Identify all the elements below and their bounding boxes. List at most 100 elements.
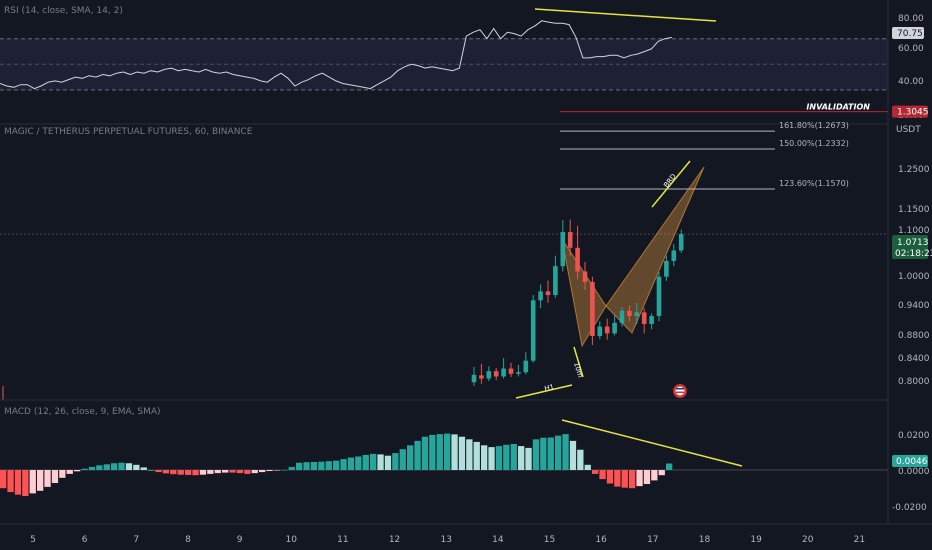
macd-histogram-bar	[88, 466, 96, 470]
macd-histogram-bar	[229, 470, 236, 473]
candlesticks[interactable]	[2, 219, 684, 400]
invalidation-label: INVALIDATION	[806, 103, 870, 112]
candle-body	[634, 312, 640, 317]
macd-histogram-bar	[7, 470, 14, 493]
time-axis-label: 10	[286, 535, 298, 545]
macd-histogram-bar	[259, 470, 266, 473]
macd-pane[interactable]: MACD (12, 26, close, 9, EMA, SMA) 0.0200…	[0, 407, 930, 513]
event-flag-icon[interactable]	[673, 384, 687, 398]
macd-tick-2: 0.0000	[898, 467, 930, 477]
rsi-divergence-trendline[interactable]	[534, 8, 717, 22]
macd-histogram-bar	[599, 470, 606, 480]
macd-histogram-bar	[340, 459, 347, 470]
macd-tick-1: 0.0200	[898, 431, 930, 441]
macd-histogram-bar	[584, 464, 591, 470]
rsi-tick-60: 60.00	[898, 44, 924, 54]
fib-level-161-label: 161.80%(1.2673)	[779, 121, 849, 130]
price-pane[interactable]: MAGIC / TETHERUS PERPETUAL FUTURES, 60, …	[0, 103, 932, 400]
macd-histogram-bar	[162, 470, 170, 474]
macd-histogram-bar	[355, 456, 362, 470]
macd-histogram-bar	[547, 437, 554, 470]
macd-histogram-bar	[540, 437, 547, 470]
current-price-badge	[892, 235, 928, 259]
macd-histogram-bar	[451, 434, 458, 470]
time-axis-label: 7	[133, 535, 139, 545]
macd-histogram-bar	[51, 470, 59, 483]
fib-level-150-label: 150.00%(1.2332)	[779, 139, 849, 148]
macd-divergence-trendline[interactable]	[561, 419, 743, 467]
macd-histogram-bar	[155, 470, 162, 473]
candle-body	[486, 371, 492, 379]
macd-histogram-bar	[192, 470, 199, 476]
macd-histogram-bar	[0, 470, 7, 489]
annotation-brd-line[interactable]	[651, 160, 691, 208]
macd-histogram-bar	[643, 470, 651, 485]
macd-histogram-bar	[347, 457, 355, 470]
candle-body	[664, 260, 669, 277]
time-axis-label: 20	[802, 535, 814, 545]
candle-body	[641, 312, 647, 324]
price-unit: USDT	[896, 125, 921, 135]
macd-histogram-bar	[592, 470, 599, 474]
time-axis[interactable]: 5 6 7 8 9 10 11 12 13 14 15 16 17 18 19 20 21	[30, 535, 865, 545]
candle-body	[508, 368, 514, 374]
rsi-pane[interactable]: RSI (14, close, SMA, 14, 2) 80.00 60.00 …	[0, 6, 924, 121]
macd-histogram-bar	[244, 470, 251, 474]
macd-histogram-bar	[377, 454, 384, 470]
macd-histogram-bar	[555, 435, 562, 470]
candle-body	[538, 291, 543, 301]
rsi-tick-40: 40.00	[898, 77, 924, 87]
macd-histogram-bar	[392, 453, 399, 470]
macd-histogram-bar	[125, 463, 133, 470]
macd-histogram-bar	[436, 434, 443, 470]
candle-body	[627, 310, 632, 317]
time-axis-label: 6	[82, 535, 88, 545]
annotation-10m-line[interactable]	[573, 346, 584, 378]
macd-histogram-bar	[207, 470, 214, 474]
candle-body	[553, 266, 558, 296]
macd-histogram-bar	[140, 467, 147, 470]
macd-histogram-bar	[310, 461, 318, 470]
macd-histogram-bar	[251, 470, 258, 474]
candle-body	[649, 316, 654, 324]
invalidation-price: 1.3045	[897, 108, 929, 118]
macd-histogram-bar	[503, 444, 510, 470]
candle-body	[678, 234, 684, 251]
time-axis-label: 18	[699, 535, 711, 545]
macd-tick-3: -0.0200	[892, 503, 927, 513]
candle-body	[604, 326, 610, 334]
macd-histogram-bar	[518, 446, 525, 470]
macd-histogram	[0, 433, 673, 496]
macd-histogram-bar	[429, 434, 436, 470]
candle-body	[575, 247, 580, 272]
price-tick-1: 1.2500	[898, 165, 930, 175]
candle-body	[493, 371, 499, 377]
price-tick-7: 0.8400	[898, 354, 930, 364]
macd-histogram-bar	[333, 460, 340, 470]
candle-body	[590, 281, 595, 337]
macd-histogram-bar	[236, 470, 244, 474]
macd-current-value: 0.0046	[896, 457, 928, 467]
macd-histogram-bar	[621, 470, 628, 488]
macd-histogram-bar	[532, 439, 540, 470]
annotation-h1-line[interactable]	[515, 384, 573, 399]
candle-body	[612, 322, 617, 334]
price-tick-5: 0.9400	[898, 301, 930, 311]
macd-histogram-bar	[525, 447, 532, 470]
pattern-triangle-bcd	[605, 166, 705, 334]
candle-body	[582, 271, 588, 282]
macd-histogram-bar	[118, 462, 125, 470]
fib-level-123-label: 123.60%(1.1570)	[779, 179, 849, 188]
macd-histogram-bar	[66, 470, 73, 474]
macd-histogram-bar	[651, 470, 658, 481]
candle-body	[501, 368, 506, 377]
macd-histogram-bar	[473, 441, 480, 470]
macd-histogram-bar	[281, 470, 288, 471]
candle-body	[545, 291, 551, 296]
macd-histogram-bar	[22, 470, 29, 496]
macd-histogram-bar	[288, 466, 295, 470]
time-axis-label: 21	[854, 535, 865, 545]
macd-histogram-bar	[29, 470, 36, 494]
time-axis-label: 8	[185, 535, 191, 545]
